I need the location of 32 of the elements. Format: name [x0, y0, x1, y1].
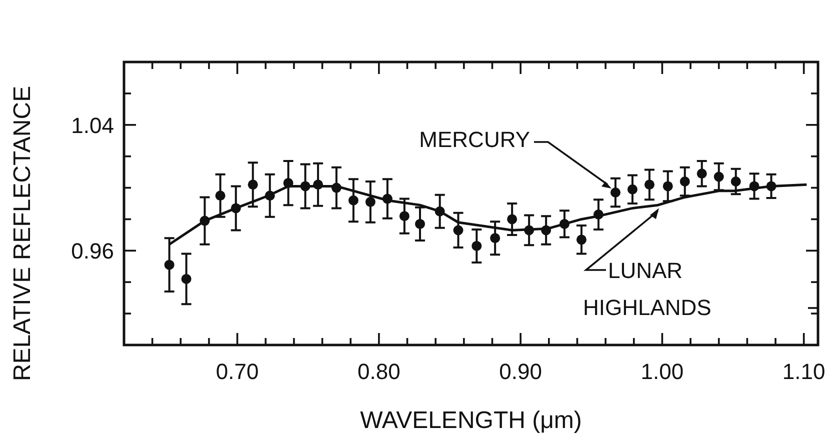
y-axis-title: RELATIVE REFLECTANCE — [9, 86, 36, 382]
y-tick-label: 0.96 — [71, 238, 114, 264]
text: MERCURY — [419, 127, 530, 152]
point — [164, 260, 174, 270]
point — [181, 274, 192, 284]
y-tick-label: 1.04 — [71, 112, 114, 138]
point — [714, 172, 724, 182]
x-tick-label: 0.90 — [499, 359, 542, 384]
point — [662, 181, 673, 192]
point — [415, 218, 426, 229]
point — [644, 180, 654, 190]
point — [348, 195, 358, 206]
point — [696, 168, 707, 179]
x-tick-label: 0.70 — [216, 359, 259, 384]
point — [680, 176, 690, 186]
point — [576, 234, 586, 245]
x-tick-label: 0.80 — [358, 359, 400, 384]
point — [248, 180, 258, 190]
point — [627, 184, 638, 194]
point — [365, 196, 376, 207]
point — [507, 214, 518, 224]
point — [472, 240, 482, 251]
point — [453, 225, 464, 236]
point — [215, 190, 226, 201]
point — [399, 211, 410, 222]
x-axis-title: WAVELENGTH (μm) — [360, 407, 582, 434]
point — [490, 233, 500, 244]
point — [610, 187, 620, 198]
point — [730, 176, 741, 186]
series-label: LUNAR HIGHLANDS — [583, 258, 712, 320]
x-tick-label: 1.10 — [782, 359, 826, 384]
x-tick-label: 1.00 — [640, 359, 684, 384]
